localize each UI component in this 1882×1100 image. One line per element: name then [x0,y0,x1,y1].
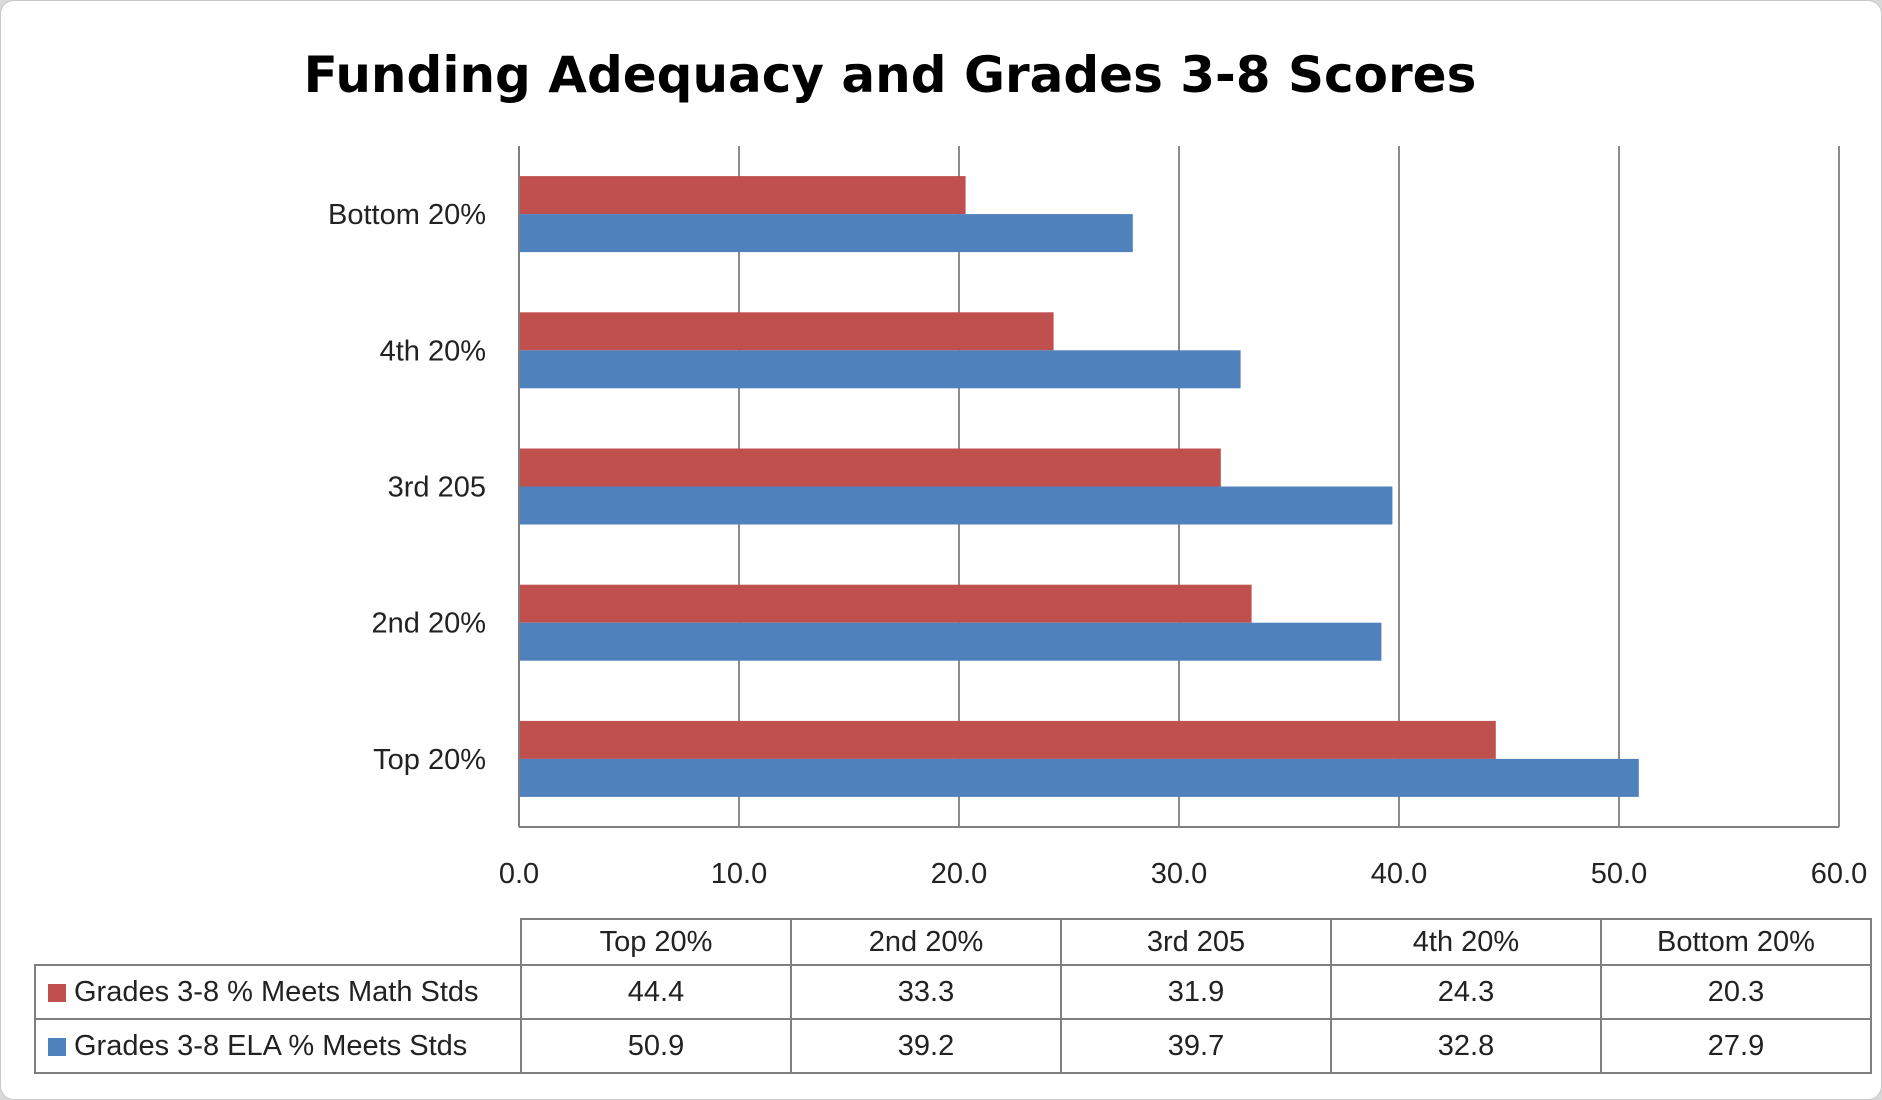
bar-ela [519,758,1639,797]
bars [519,176,1639,797]
table-column-header: 2nd 20% [790,918,1062,966]
category-label: 3rd 205 [388,472,486,504]
chart-title: Funding Adequacy and Grades 3-8 Scores [303,46,1477,104]
data-table-header: Top 20% 2nd 20% 3rd 205 4th 20% Bottom 20% [35,918,1872,966]
table-row: Grades 3-8 % Meets Math Stds 44.4 33.3 31.9… [34,964,1872,1020]
data-table-corner [35,919,521,965]
series-name: Grades 3-8 % Meets Math Stds [74,975,479,1008]
table-cell-value: 24.3 [1330,964,1602,1020]
table-cell-value: 33.3 [790,964,1062,1020]
table-cell-value: 39.7 [1060,1018,1332,1074]
bar-math [519,312,1054,351]
table-column-header: Top 20% [520,918,792,966]
table-cell-value: 20.3 [1600,964,1872,1020]
table-column-header: 4th 20% [1330,918,1602,966]
table-cell-value: 44.4 [520,964,792,1020]
legend-entry: Grades 3-8 % Meets Math Stds [34,964,522,1020]
axis-labels: 0.0 10.0 20.0 30.0 40.0 50.0 60.0 Top 20% 2nd 20… [328,199,1867,890]
legend-swatch [48,1037,66,1056]
series-name: Grades 3-8 ELA % Meets Stds [74,1029,468,1062]
table-cell-value: 32.8 [1330,1018,1602,1074]
data-table-body: Grades 3-8 % Meets Math Stds 44.4 33.3 31.9… [34,964,1872,1074]
category-label: 4th 20% [380,335,486,367]
legend-entry: Grades 3-8 ELA % Meets Stds [34,1018,522,1074]
bar-math [519,720,1496,759]
category-label: Bottom 20% [328,199,486,231]
x-tick-label: 50.0 [1591,858,1647,890]
bar-ela [519,486,1393,525]
bar-ela [519,350,1241,389]
bar-ela [519,622,1382,661]
x-tick-label: 20.0 [931,858,987,890]
x-tick-label: 40.0 [1371,858,1427,890]
table-cell-value: 39.2 [790,1018,1062,1074]
bar-math [519,584,1252,623]
legend-swatch [48,983,66,1002]
data-table: Top 20% 2nd 20% 3rd 205 4th 20% Bottom 20% G… [34,918,1872,1074]
table-row: Grades 3-8 ELA % Meets Stds 50.9 39.2 39.7 3… [34,1018,1872,1074]
table-cell-value: 31.9 [1060,964,1332,1020]
axes [518,146,1839,828]
table-column-header: 3rd 205 [1060,918,1332,966]
table-column-header: Bottom 20% [1600,918,1872,966]
x-tick-label: 0.0 [499,858,539,890]
x-tick-label: 10.0 [711,858,767,890]
table-cell-value: 27.9 [1600,1018,1872,1074]
category-label: 2nd 20% [372,608,487,640]
bar-math [519,448,1221,487]
bar-ela [519,214,1133,253]
table-cell-value: 50.9 [520,1018,792,1074]
category-label: Top 20% [373,744,486,776]
x-tick-label: 30.0 [1151,858,1207,890]
x-tick-label: 60.0 [1811,858,1867,890]
bar-math [519,176,966,215]
